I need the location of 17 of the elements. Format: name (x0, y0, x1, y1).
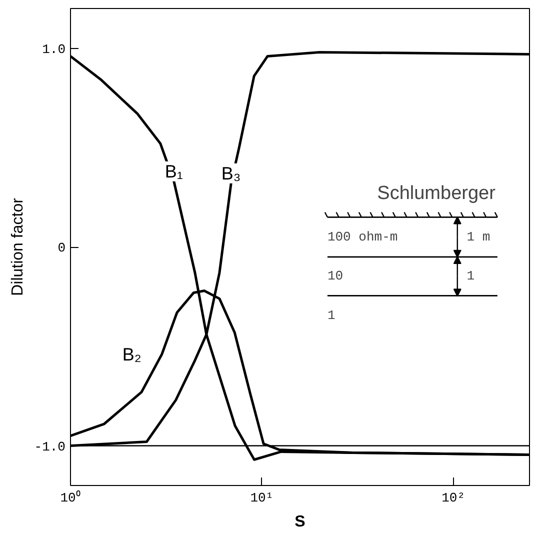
annotation: 1 (327, 308, 336, 324)
annotation: Schlumberger (377, 182, 496, 204)
series-label: B₃ (221, 163, 241, 184)
y-axis-title: Dilution factor (9, 197, 26, 296)
series-label: B₂ (122, 344, 142, 364)
annotation: 10 (327, 268, 344, 284)
x-axis-title: S (294, 514, 306, 530)
annotation: 1 (466, 268, 475, 284)
x-tick-label: 10¹ (250, 490, 274, 506)
y-tick-label: 0 (58, 240, 66, 256)
y-tick-label: -1.0 (34, 439, 66, 454)
annotation: 100 ohm-m (327, 230, 398, 245)
y-tick-label: 1.0 (42, 42, 66, 57)
annotation: 1 m (466, 230, 490, 245)
series-label: B₁ (164, 161, 183, 182)
x-tick-label: 10² (442, 490, 466, 506)
x-tick-label: 10⁰ (60, 490, 81, 506)
